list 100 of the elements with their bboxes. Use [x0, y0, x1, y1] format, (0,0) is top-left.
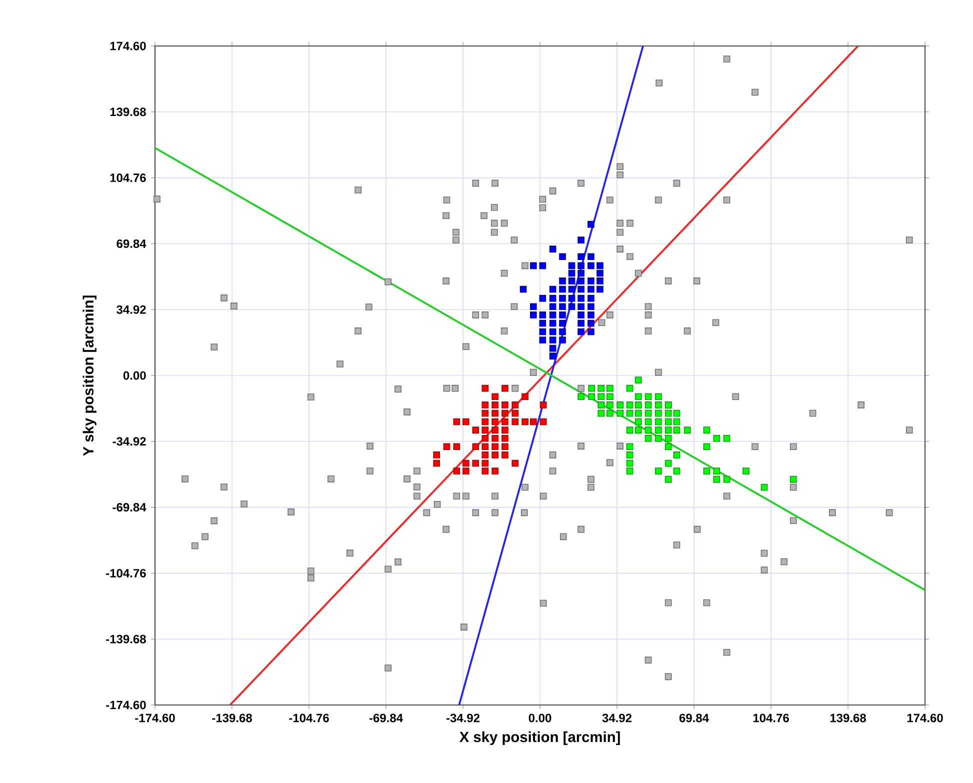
point — [482, 410, 489, 417]
point — [482, 468, 489, 474]
x-tick-label: -34.92 — [446, 714, 480, 722]
point — [549, 328, 556, 336]
point — [502, 434, 508, 442]
point — [588, 328, 594, 336]
point — [559, 286, 566, 293]
point — [482, 452, 489, 458]
point — [539, 320, 546, 327]
point — [502, 452, 508, 458]
y-tick-label: -139.68 — [106, 634, 146, 644]
point — [596, 278, 604, 284]
point — [578, 328, 584, 336]
point — [596, 286, 604, 293]
y-tick-label: -174.60 — [106, 700, 146, 710]
point — [492, 452, 498, 458]
point — [522, 393, 528, 400]
point — [578, 303, 584, 310]
point — [472, 426, 480, 434]
point — [549, 352, 556, 360]
point — [549, 336, 556, 344]
point — [549, 312, 556, 318]
point — [530, 418, 537, 426]
point — [502, 443, 508, 450]
point — [453, 443, 460, 450]
point — [539, 336, 546, 344]
x-tick-label: -139.68 — [212, 714, 252, 722]
point — [530, 262, 537, 270]
point — [472, 460, 480, 467]
point — [559, 303, 566, 310]
point — [568, 262, 576, 270]
x-tick-label: 104.76 — [753, 714, 789, 722]
y-axis-title: Y sky position [arcmin] — [82, 296, 96, 456]
point — [482, 384, 489, 392]
point — [559, 294, 566, 302]
point — [559, 253, 566, 260]
point — [578, 286, 584, 293]
point — [588, 286, 594, 293]
point — [502, 384, 508, 392]
point — [512, 402, 518, 408]
point — [568, 294, 576, 302]
point — [512, 410, 518, 417]
point — [578, 262, 584, 270]
point — [588, 303, 594, 310]
point — [502, 410, 508, 417]
point — [443, 443, 450, 450]
point — [568, 278, 576, 284]
y-tick-label: 139.68 — [110, 108, 146, 116]
point — [453, 418, 460, 426]
x-tick-label: 0.00 — [528, 714, 552, 722]
point — [472, 443, 480, 450]
point — [578, 278, 584, 284]
point — [549, 320, 556, 327]
point — [549, 286, 556, 293]
y-tick-label: -104.76 — [106, 568, 146, 578]
point — [492, 443, 498, 450]
point — [462, 460, 470, 467]
point — [492, 410, 498, 417]
point — [492, 393, 498, 400]
point — [559, 312, 566, 318]
x-tick-label: -104.76 — [289, 714, 329, 722]
point — [588, 253, 594, 260]
point — [502, 402, 508, 408]
point — [492, 402, 498, 408]
y-tick-label: -69.84 — [112, 503, 146, 512]
point — [502, 426, 508, 434]
point — [539, 262, 546, 270]
point — [530, 303, 537, 310]
x-tick-label: 139.68 — [830, 714, 866, 722]
y-tick-label: 174.60 — [110, 42, 146, 50]
point — [578, 270, 584, 277]
point — [596, 262, 604, 270]
point — [482, 418, 489, 426]
point — [522, 418, 528, 426]
point — [540, 418, 547, 426]
point — [453, 468, 460, 474]
x-tick-label: 174.60 — [907, 714, 943, 722]
x-tick-label: -174.60 — [135, 714, 175, 722]
point — [549, 294, 556, 302]
point — [539, 312, 546, 318]
point — [482, 460, 489, 467]
point — [588, 312, 594, 318]
point — [559, 278, 566, 284]
point — [578, 253, 584, 260]
point — [568, 286, 576, 293]
y-tick-label: 69.84 — [116, 239, 146, 248]
point — [492, 434, 498, 442]
point — [588, 278, 594, 284]
point — [462, 468, 470, 474]
point — [462, 418, 470, 426]
point — [502, 418, 508, 426]
point — [588, 294, 594, 302]
point — [539, 328, 546, 336]
point — [539, 294, 546, 302]
point — [549, 303, 556, 310]
point — [568, 303, 576, 310]
point — [530, 312, 537, 318]
point — [482, 434, 489, 442]
point — [492, 468, 498, 474]
x-tick-label: -69.84 — [369, 714, 403, 722]
